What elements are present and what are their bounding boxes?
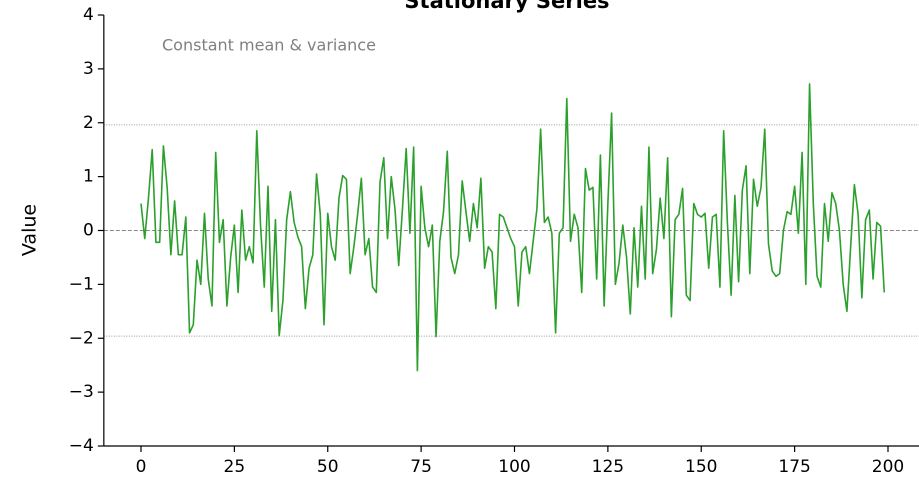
x-tick-label: 50 [317,457,339,477]
x-tick-label: 150 [685,457,717,477]
y-tick-label: 1 [83,167,94,187]
y-tick-label: −4 [69,436,94,456]
x-tick-label: 0 [136,457,147,477]
x-tick-label: 200 [872,457,904,477]
y-tick-label: −1 [69,274,94,294]
y-axis-label: Value [19,204,41,256]
y-tick-label: 3 [83,59,94,79]
chart-title: Stationary Series [404,0,609,13]
y-tick-label: −2 [69,328,94,348]
data-line [140,83,886,372]
annotation: Constant mean & variance [162,36,376,55]
y-tick-label: 4 [83,5,94,25]
x-tick-label: 175 [778,457,810,477]
x-tick-label: 75 [410,457,432,477]
x-tick-label: 100 [498,457,530,477]
y-tick-label: −3 [69,382,94,402]
y-tick-label: 0 [83,221,94,241]
x-tick-label: 125 [592,457,624,477]
y-tick-label: 2 [83,113,94,133]
x-tick-label: 25 [224,457,246,477]
